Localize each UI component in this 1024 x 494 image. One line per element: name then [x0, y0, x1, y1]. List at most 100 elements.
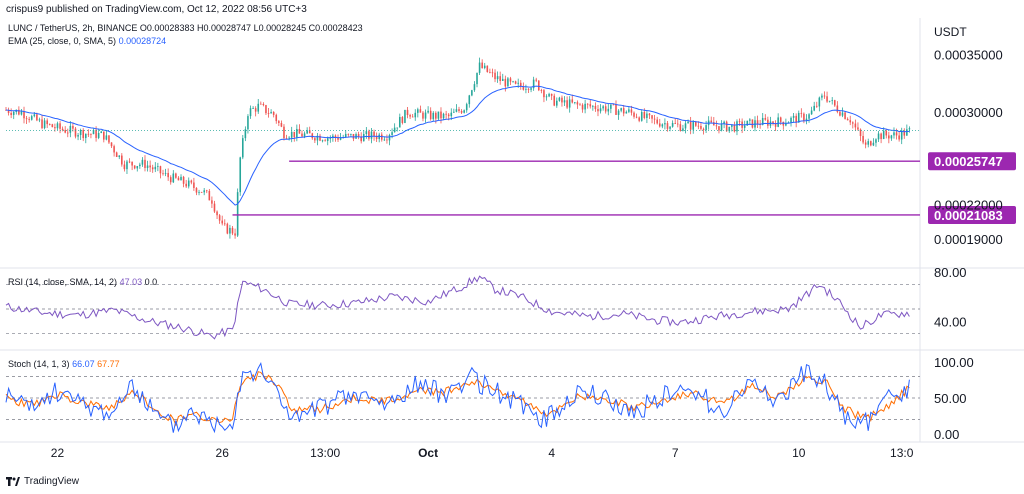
- candle-body: [751, 119, 754, 128]
- candle-body: [396, 127, 399, 129]
- candle-body: [525, 88, 527, 90]
- candle-body: [208, 191, 211, 201]
- candle-body: [241, 138, 244, 158]
- candle-body: [597, 109, 599, 112]
- candle-body: [23, 111, 25, 119]
- candle-body: [226, 223, 229, 234]
- candle-body: [113, 146, 115, 153]
- candle-body: [731, 125, 733, 127]
- candle-body: [465, 104, 468, 111]
- candle-body: [38, 119, 41, 121]
- candle-body: [692, 122, 695, 130]
- candle-body: [540, 90, 543, 91]
- candle-body: [205, 190, 208, 192]
- candle-body: [36, 114, 38, 121]
- candle-body: [553, 95, 556, 106]
- candle-body: [275, 114, 278, 122]
- candle-body: [870, 141, 872, 146]
- candle-body: [329, 137, 332, 139]
- candle-body: [658, 123, 661, 127]
- candle-body: [720, 123, 723, 131]
- candle-body: [360, 136, 362, 142]
- candle-body: [813, 105, 815, 111]
- candle-body: [180, 176, 182, 181]
- rsi-legend[interactable]: RSI (14, close, SMA, 14, 2) 47.03 0 0: [8, 277, 157, 287]
- candle-body: [223, 223, 226, 225]
- candle-body: [64, 129, 66, 133]
- rsi-y-tick-2: 40.00: [934, 314, 967, 329]
- stoch-legend[interactable]: Stoch (14, 1, 3) 66.07 67.77: [8, 359, 120, 369]
- candle-body: [494, 72, 496, 80]
- ema-legend[interactable]: EMA (25, close, 0, SMA, 5) 0.00028724: [8, 36, 166, 46]
- candle-body: [87, 133, 90, 135]
- candle-body: [833, 100, 836, 106]
- candle-body: [561, 97, 563, 103]
- stoch-k-value: 66.07: [72, 359, 95, 369]
- candle-body: [7, 109, 10, 113]
- symbol-title[interactable]: LUNC / TetherUS, 2h, BINANCE: [8, 23, 138, 33]
- candle-body: [890, 135, 893, 139]
- tradingview-logo-icon: [6, 477, 20, 486]
- candle-body: [885, 130, 888, 136]
- candle-body: [589, 104, 592, 107]
- candle-body: [298, 128, 301, 134]
- candle-body: [126, 161, 128, 170]
- candle-body: [625, 111, 628, 114]
- candle-body: [51, 124, 54, 128]
- candle-body: [118, 155, 121, 158]
- candle-body: [689, 121, 692, 130]
- x-tick-8: 13:0: [890, 446, 914, 460]
- candle-body: [895, 132, 898, 136]
- candle-body: [514, 81, 517, 84]
- candle-body: [702, 128, 705, 130]
- candle-body: [59, 123, 61, 129]
- candle-body: [334, 135, 337, 138]
- candle-body: [154, 166, 157, 170]
- stoch-y-tick-2: 50.00: [934, 391, 967, 406]
- candle-body: [777, 117, 779, 127]
- candle-body: [882, 130, 885, 140]
- candle-body: [841, 112, 844, 116]
- candle-body: [736, 121, 738, 132]
- price-y-tick-4: 0.00019000: [934, 232, 1003, 247]
- candle-body: [875, 139, 877, 143]
- candle-body: [97, 132, 100, 138]
- candle-body: [90, 133, 92, 135]
- candle-body: [25, 118, 28, 120]
- candle-body: [280, 122, 283, 127]
- candle-body: [445, 113, 447, 115]
- candle-body: [743, 125, 746, 128]
- candle-body: [818, 97, 821, 107]
- candle-body: [483, 65, 486, 69]
- candle-body: [519, 82, 522, 87]
- candle-body: [640, 112, 643, 121]
- candle-body: [257, 103, 260, 112]
- candle-body: [823, 95, 826, 97]
- candle-body: [651, 115, 653, 119]
- candle-body: [347, 133, 350, 135]
- candle-body: [630, 109, 633, 113]
- candle-body: [584, 103, 586, 110]
- rsi-line: [5, 275, 910, 340]
- ema-legend-value: 0.00028724: [118, 36, 167, 46]
- candle-body: [146, 165, 149, 168]
- rsi-legend-value-3: 0: [152, 277, 158, 287]
- candle-body: [805, 118, 808, 121]
- candle-body: [399, 117, 401, 128]
- candle-body: [468, 95, 471, 105]
- candle-body: [56, 123, 59, 129]
- candle-body: [244, 129, 247, 139]
- candle-body: [419, 109, 422, 113]
- y-axis: 0.00035000 0.00030000 0.00022000 0.00019000…: [934, 48, 1003, 442]
- candle-body: [723, 121, 725, 124]
- candle-body: [545, 96, 548, 98]
- candle-body: [481, 62, 483, 69]
- candle-body: [450, 112, 453, 117]
- candle-body: [800, 112, 803, 114]
- candle-body: [262, 103, 265, 106]
- support-levels: 0.00025747 0.00021083: [232, 152, 1016, 224]
- candle-body: [679, 124, 682, 131]
- candle-body: [594, 105, 597, 110]
- candle-body: [566, 100, 568, 108]
- candle-body: [308, 130, 311, 134]
